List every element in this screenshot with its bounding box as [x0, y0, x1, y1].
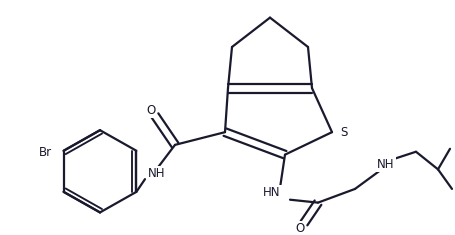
Text: NH: NH	[377, 158, 395, 171]
Text: Br: Br	[39, 146, 52, 159]
Text: HN: HN	[263, 186, 281, 199]
Text: O: O	[147, 104, 156, 117]
Text: S: S	[340, 126, 348, 139]
Text: NH: NH	[148, 167, 166, 180]
Text: O: O	[295, 222, 305, 235]
